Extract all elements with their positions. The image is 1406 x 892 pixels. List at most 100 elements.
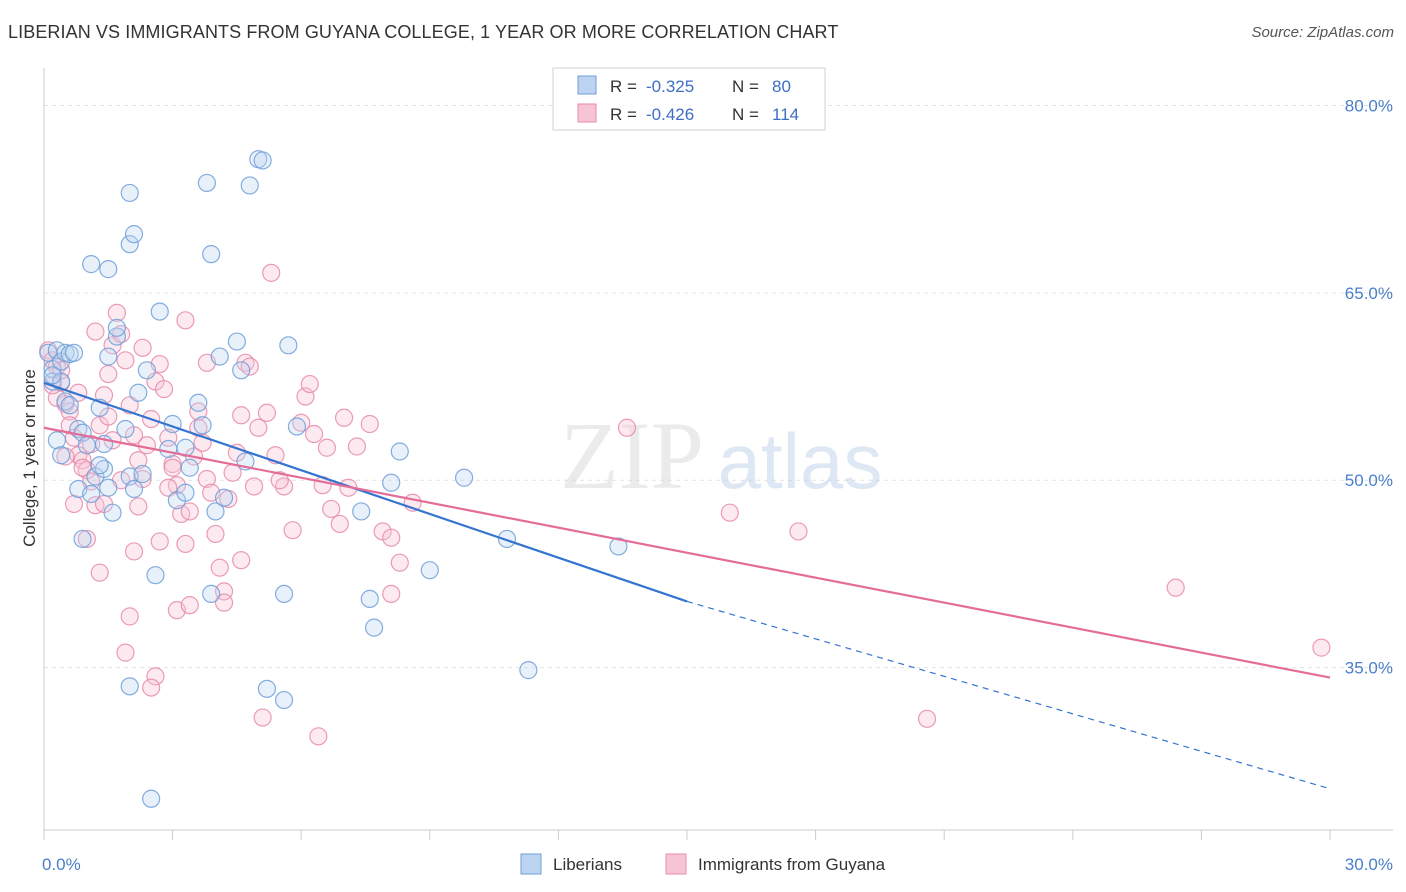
liberian-point [274,584,294,604]
guyana-point [73,451,92,470]
guyana-point [120,607,139,626]
guyana-point [150,532,169,551]
guyana-point [270,471,289,490]
liberian-point [382,473,401,492]
axes [43,68,1393,840]
liberian-point [82,484,101,504]
liberian-point [82,255,101,274]
liberian-point [103,503,122,522]
liberian-point [60,396,79,415]
stats-n-value-2: 114 [772,105,799,124]
liberian-point [142,789,161,808]
y-tick-label: 80.0% [1345,96,1393,115]
watermark-zip: ZIP [560,402,704,509]
guyana-points [39,263,1331,746]
liberian-point [352,502,371,521]
stats-n-label-2: N = [732,105,759,124]
liberian-point [202,245,221,264]
guyana-point [180,596,199,615]
guyana-point [142,678,161,697]
liberian-point [390,442,409,461]
guyana-point [197,469,216,489]
guyana-point [133,338,152,357]
watermark-atlas: atlas [718,417,883,505]
guyana-point [1166,578,1185,597]
liberian-point [497,529,517,549]
liberian-point [90,456,109,475]
stats-box: R = -0.325 N = 80 R = -0.426 N = 114 [552,67,826,131]
guyana-point [176,534,195,554]
guyana-point [347,437,367,456]
liberian-point [120,183,139,203]
liberian-point [133,464,152,484]
stats-swatch-blue [577,75,597,95]
liberian-point [129,383,148,402]
x-tick-labels: 0.0% 30.0% [42,855,1393,874]
liberian-trend-line [43,381,688,603]
liberian-point [64,343,84,362]
stats-swatch-pink [577,103,597,123]
legend-label-liberians: Liberians [553,855,622,874]
guyana-point [116,351,135,370]
guyana-point [77,529,96,549]
guyana-point [322,499,341,519]
liberian-point [73,529,92,549]
liberian-point [124,225,144,244]
x-tick-label-min: 0.0% [42,855,81,874]
guyana-point [917,709,937,728]
guyana-point [116,643,135,662]
liberian-point [420,561,439,580]
guyana-trend-line [43,426,1331,679]
guyana-point [64,494,84,514]
y-tick-label: 35.0% [1345,659,1393,678]
guyana-point [330,514,349,534]
guyana-point [163,458,182,477]
liberian-point [214,488,234,507]
liberian-point [232,361,251,380]
guyana-point [176,311,195,330]
guyana-point [1312,638,1331,657]
guyana-point [390,553,409,572]
guyana-point [232,551,251,570]
liberian-point [180,458,199,477]
legend-swatch-liberians [520,853,542,875]
liberian-point [107,318,126,337]
guyana-point [137,436,156,455]
liberian-point [210,347,229,366]
guyana-point [382,584,401,604]
guyana-point [309,727,328,746]
liberian-point [99,347,118,366]
guyana-point [159,478,178,497]
guyana-point [617,418,637,437]
liberian-point [77,436,96,455]
y-tick-label: 50.0% [1345,471,1393,490]
liberian-point [454,468,474,487]
guyana-point [90,563,109,582]
liberian-point [176,483,195,502]
y-tick-labels: 35.0% 50.0% 65.0% 80.0% [1345,96,1393,677]
y-tick-label: 65.0% [1345,284,1393,303]
chart-title: LIBERIAN VS IMMIGRANTS FROM GUYANA COLLE… [8,22,839,42]
liberian-point [193,416,212,435]
liberian-point [47,431,66,450]
guyana-point [300,374,319,394]
stats-r-label-2: R = [610,105,637,124]
liberian-point [197,173,216,193]
legend-swatch-guyana [665,853,687,875]
guyana-point [360,414,379,434]
liberian-point [240,176,259,195]
guyana-point [99,364,118,384]
liberian-points [39,150,628,808]
liberian-point [120,677,139,696]
liberian-point [137,361,156,380]
legend: Liberians Immigrants from Guyana [520,853,886,875]
watermark: ZIP atlas [560,402,882,509]
guyana-point [129,451,148,470]
liberian-point [159,439,178,459]
source-credit: Source: ZipAtlas.com [1251,24,1394,41]
liberian-point [99,260,118,279]
guyana-point [86,322,105,341]
liberian-point [609,537,628,556]
liberian-point [360,589,379,609]
